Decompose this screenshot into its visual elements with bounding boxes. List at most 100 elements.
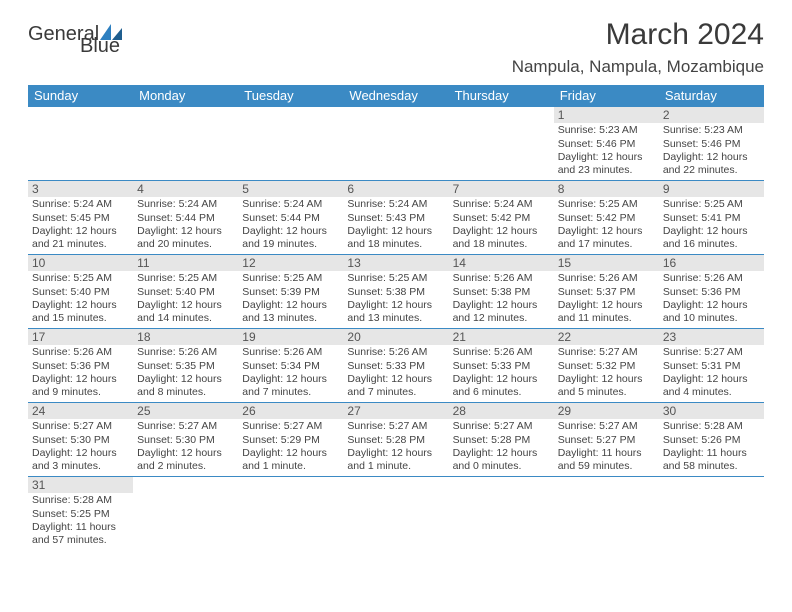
daylight-line1: Daylight: 12 hours bbox=[663, 225, 760, 238]
day-number: 21 bbox=[449, 329, 554, 345]
day-number: 18 bbox=[133, 329, 238, 345]
sunset-line: Sunset: 5:37 PM bbox=[558, 286, 655, 299]
calendar-day-cell: 10Sunrise: 5:25 AMSunset: 5:40 PMDayligh… bbox=[28, 255, 133, 329]
day-number: 8 bbox=[554, 181, 659, 197]
day-details: Sunrise: 5:26 AMSunset: 5:38 PMDaylight:… bbox=[449, 271, 554, 327]
daylight-line1: Daylight: 11 hours bbox=[558, 447, 655, 460]
day-details: Sunrise: 5:27 AMSunset: 5:32 PMDaylight:… bbox=[554, 345, 659, 401]
sunrise-line: Sunrise: 5:25 AM bbox=[558, 198, 655, 211]
day-details: Sunrise: 5:26 AMSunset: 5:37 PMDaylight:… bbox=[554, 271, 659, 327]
calendar-day-cell: 7Sunrise: 5:24 AMSunset: 5:42 PMDaylight… bbox=[449, 181, 554, 255]
daylight-line2: and 11 minutes. bbox=[558, 312, 655, 325]
day-number: 29 bbox=[554, 403, 659, 419]
day-number: 11 bbox=[133, 255, 238, 271]
daylight-line2: and 9 minutes. bbox=[32, 386, 129, 399]
sunrise-line: Sunrise: 5:27 AM bbox=[347, 420, 444, 433]
weekday-header-row: SundayMondayTuesdayWednesdayThursdayFrid… bbox=[28, 85, 764, 107]
day-number: 1 bbox=[554, 107, 659, 123]
day-number: 20 bbox=[343, 329, 448, 345]
calendar-week-row: 31Sunrise: 5:28 AMSunset: 5:25 PMDayligh… bbox=[28, 477, 764, 551]
day-number: 6 bbox=[343, 181, 448, 197]
sunset-line: Sunset: 5:40 PM bbox=[32, 286, 129, 299]
daylight-line1: Daylight: 12 hours bbox=[32, 447, 129, 460]
day-number: 17 bbox=[28, 329, 133, 345]
daylight-line1: Daylight: 12 hours bbox=[137, 373, 234, 386]
day-details: Sunrise: 5:25 AMSunset: 5:41 PMDaylight:… bbox=[659, 197, 764, 253]
logo-word2: Blue bbox=[80, 37, 122, 55]
calendar-day-cell: 12Sunrise: 5:25 AMSunset: 5:39 PMDayligh… bbox=[238, 255, 343, 329]
daylight-line1: Daylight: 12 hours bbox=[242, 225, 339, 238]
sunrise-line: Sunrise: 5:25 AM bbox=[137, 272, 234, 285]
sunset-line: Sunset: 5:43 PM bbox=[347, 212, 444, 225]
sunset-line: Sunset: 5:42 PM bbox=[558, 212, 655, 225]
sunrise-line: Sunrise: 5:26 AM bbox=[347, 346, 444, 359]
day-number: 7 bbox=[449, 181, 554, 197]
sunset-line: Sunset: 5:25 PM bbox=[32, 508, 129, 521]
day-details: Sunrise: 5:24 AMSunset: 5:45 PMDaylight:… bbox=[28, 197, 133, 253]
calendar-empty-cell bbox=[133, 477, 238, 551]
daylight-line2: and 59 minutes. bbox=[558, 460, 655, 473]
daylight-line2: and 13 minutes. bbox=[242, 312, 339, 325]
daylight-line1: Daylight: 12 hours bbox=[453, 373, 550, 386]
sunset-line: Sunset: 5:32 PM bbox=[558, 360, 655, 373]
daylight-line1: Daylight: 12 hours bbox=[137, 299, 234, 312]
daylight-line1: Daylight: 12 hours bbox=[558, 299, 655, 312]
daylight-line1: Daylight: 12 hours bbox=[347, 299, 444, 312]
sunrise-line: Sunrise: 5:27 AM bbox=[453, 420, 550, 433]
daylight-line2: and 2 minutes. bbox=[137, 460, 234, 473]
day-number: 15 bbox=[554, 255, 659, 271]
calendar-day-cell: 27Sunrise: 5:27 AMSunset: 5:28 PMDayligh… bbox=[343, 403, 448, 477]
sunset-line: Sunset: 5:40 PM bbox=[137, 286, 234, 299]
calendar-body: 1Sunrise: 5:23 AMSunset: 5:46 PMDaylight… bbox=[28, 107, 764, 551]
day-number: 5 bbox=[238, 181, 343, 197]
sunrise-line: Sunrise: 5:27 AM bbox=[242, 420, 339, 433]
calendar-empty-cell bbox=[449, 477, 554, 551]
brand-logo: General Blue bbox=[28, 18, 122, 55]
day-details: Sunrise: 5:24 AMSunset: 5:44 PMDaylight:… bbox=[238, 197, 343, 253]
day-number: 28 bbox=[449, 403, 554, 419]
day-details: Sunrise: 5:27 AMSunset: 5:30 PMDaylight:… bbox=[133, 419, 238, 475]
calendar-day-cell: 2Sunrise: 5:23 AMSunset: 5:46 PMDaylight… bbox=[659, 107, 764, 181]
calendar-day-cell: 20Sunrise: 5:26 AMSunset: 5:33 PMDayligh… bbox=[343, 329, 448, 403]
daylight-line2: and 16 minutes. bbox=[663, 238, 760, 251]
daylight-line1: Daylight: 12 hours bbox=[347, 373, 444, 386]
day-details: Sunrise: 5:23 AMSunset: 5:46 PMDaylight:… bbox=[554, 123, 659, 179]
calendar-day-cell: 5Sunrise: 5:24 AMSunset: 5:44 PMDaylight… bbox=[238, 181, 343, 255]
calendar-empty-cell bbox=[659, 477, 764, 551]
calendar-day-cell: 8Sunrise: 5:25 AMSunset: 5:42 PMDaylight… bbox=[554, 181, 659, 255]
daylight-line2: and 7 minutes. bbox=[242, 386, 339, 399]
sunrise-line: Sunrise: 5:25 AM bbox=[347, 272, 444, 285]
day-details: Sunrise: 5:25 AMSunset: 5:42 PMDaylight:… bbox=[554, 197, 659, 253]
day-details: Sunrise: 5:25 AMSunset: 5:40 PMDaylight:… bbox=[28, 271, 133, 327]
calendar-day-cell: 1Sunrise: 5:23 AMSunset: 5:46 PMDaylight… bbox=[554, 107, 659, 181]
sunset-line: Sunset: 5:36 PM bbox=[663, 286, 760, 299]
calendar-day-cell: 19Sunrise: 5:26 AMSunset: 5:34 PMDayligh… bbox=[238, 329, 343, 403]
calendar-day-cell: 6Sunrise: 5:24 AMSunset: 5:43 PMDaylight… bbox=[343, 181, 448, 255]
sunrise-line: Sunrise: 5:27 AM bbox=[558, 420, 655, 433]
sunrise-line: Sunrise: 5:26 AM bbox=[137, 346, 234, 359]
calendar-empty-cell bbox=[343, 477, 448, 551]
sunrise-line: Sunrise: 5:24 AM bbox=[453, 198, 550, 211]
sunrise-line: Sunrise: 5:23 AM bbox=[663, 124, 760, 137]
calendar-empty-cell bbox=[554, 477, 659, 551]
daylight-line2: and 13 minutes. bbox=[347, 312, 444, 325]
day-details: Sunrise: 5:23 AMSunset: 5:46 PMDaylight:… bbox=[659, 123, 764, 179]
day-details: Sunrise: 5:27 AMSunset: 5:30 PMDaylight:… bbox=[28, 419, 133, 475]
daylight-line1: Daylight: 12 hours bbox=[32, 373, 129, 386]
daylight-line2: and 17 minutes. bbox=[558, 238, 655, 251]
daylight-line2: and 7 minutes. bbox=[347, 386, 444, 399]
day-number: 26 bbox=[238, 403, 343, 419]
daylight-line2: and 21 minutes. bbox=[32, 238, 129, 251]
daylight-line1: Daylight: 12 hours bbox=[347, 225, 444, 238]
day-details: Sunrise: 5:24 AMSunset: 5:43 PMDaylight:… bbox=[343, 197, 448, 253]
daylight-line1: Daylight: 11 hours bbox=[663, 447, 760, 460]
daylight-line2: and 22 minutes. bbox=[663, 164, 760, 177]
daylight-line2: and 14 minutes. bbox=[137, 312, 234, 325]
daylight-line1: Daylight: 12 hours bbox=[558, 225, 655, 238]
daylight-line2: and 1 minute. bbox=[347, 460, 444, 473]
day-number: 27 bbox=[343, 403, 448, 419]
daylight-line1: Daylight: 12 hours bbox=[347, 447, 444, 460]
calendar-day-cell: 21Sunrise: 5:26 AMSunset: 5:33 PMDayligh… bbox=[449, 329, 554, 403]
sunset-line: Sunset: 5:46 PM bbox=[663, 138, 760, 151]
sunrise-line: Sunrise: 5:27 AM bbox=[137, 420, 234, 433]
